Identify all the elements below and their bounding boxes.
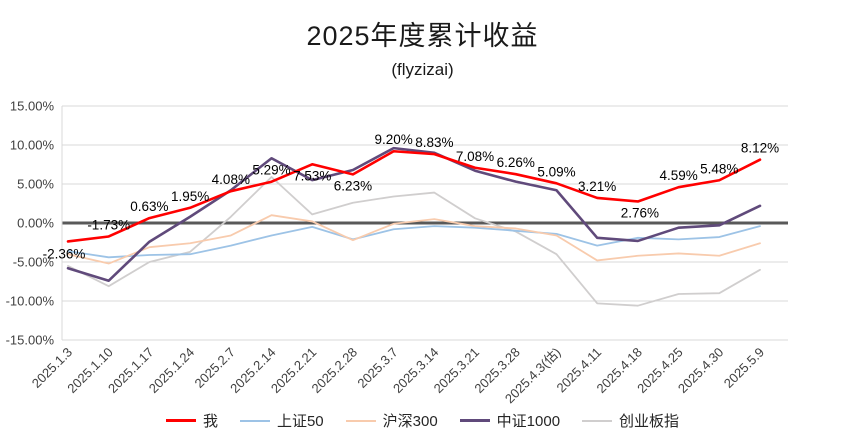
y-axis-label: 5.00%	[17, 177, 54, 192]
data-label: 7.53%	[293, 168, 331, 183]
y-axis-label: 10.00%	[10, 138, 55, 153]
data-label: -2.36%	[43, 246, 86, 261]
data-label: 8.12%	[741, 141, 779, 156]
data-label: 9.20%	[375, 132, 413, 147]
legend-swatch-csi1000	[459, 419, 490, 422]
y-axis-label: 15.00%	[10, 99, 55, 114]
data-label: 3.21%	[578, 179, 616, 194]
data-label: -1.73%	[87, 217, 130, 232]
y-axis-label: -10.00%	[6, 294, 55, 309]
legend-swatch-csi300	[345, 419, 376, 422]
data-label: 2.76%	[621, 205, 659, 220]
legend-label-sse50: 上证50	[276, 413, 324, 430]
y-axis-label: -5.00%	[13, 255, 55, 270]
data-label: 1.95%	[171, 189, 209, 204]
data-label: 0.63%	[130, 199, 168, 214]
series-line-csi300	[67, 214, 761, 265]
legend-label-csi1000: 中证1000	[496, 413, 561, 430]
data-label: 5.48%	[700, 161, 738, 176]
legend-swatch-chinext	[582, 419, 613, 422]
series-line-me	[66, 149, 762, 243]
chart-title: 2025年度累计收益	[306, 21, 539, 51]
data-label: 4.59%	[659, 168, 697, 183]
data-label: 6.26%	[497, 155, 535, 170]
data-label: 7.08%	[456, 149, 494, 164]
data-label: 5.29%	[252, 163, 290, 178]
legend: 我 上证50 沪深300 中证1000 创业板指	[0, 410, 845, 431]
series-line-sse50	[67, 225, 761, 259]
x-axis-label: 2025.5.9	[721, 345, 767, 391]
data-label: 5.09%	[537, 164, 575, 179]
legend-label-me: 我	[202, 413, 218, 430]
legend-swatch-sse50	[239, 419, 270, 422]
data-label: 4.08%	[212, 172, 250, 187]
legend-label-csi300: 沪深300	[382, 413, 438, 430]
y-axis-label: 0.00%	[17, 216, 54, 231]
legend-item-me: 我	[165, 410, 218, 431]
legend-item-sse50: 上证50	[239, 410, 324, 431]
legend-item-csi300: 沪深300	[345, 410, 438, 431]
legend-item-csi1000: 中证1000	[459, 410, 561, 431]
data-label: 6.23%	[334, 178, 372, 193]
y-axis-label: -15.00%	[6, 333, 55, 348]
data-label: 8.83%	[415, 135, 453, 150]
legend-item-chinext: 创业板指	[582, 410, 679, 431]
legend-label-chinext: 创业板指	[619, 413, 680, 430]
chart-subtitle: (flyzizai)	[391, 60, 454, 79]
series-line-csi1000	[66, 146, 762, 283]
legend-swatch-me	[165, 419, 196, 422]
